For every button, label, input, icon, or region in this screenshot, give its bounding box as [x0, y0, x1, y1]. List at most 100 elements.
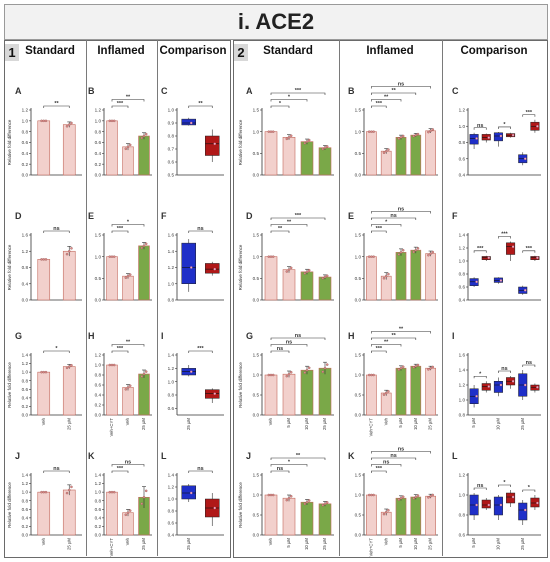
y-tick-label: 0.8 — [168, 298, 175, 303]
significance-label: ns — [286, 340, 292, 346]
data-point — [387, 509, 390, 512]
y-tick-label: 1.0 — [95, 363, 102, 368]
x-tick-label: 5 µM — [471, 418, 476, 428]
significance-label: * — [288, 95, 291, 101]
data-point — [401, 134, 405, 138]
y-tick-label: 1.2 — [459, 383, 466, 388]
data-point — [285, 374, 289, 378]
bar — [106, 256, 118, 301]
data-point — [110, 255, 114, 258]
data-point — [124, 513, 128, 517]
data-point — [367, 255, 371, 258]
bar — [300, 141, 314, 176]
significance-bracket — [371, 105, 387, 108]
significance-label: ns — [53, 466, 59, 472]
data-point — [431, 365, 435, 369]
data-point — [65, 252, 69, 256]
significance-bracket — [371, 344, 402, 347]
significance-bracket — [371, 224, 402, 227]
y-tick-label: 1.5 — [355, 473, 362, 478]
section-2-header-standard: Standard — [263, 45, 313, 57]
y-tick-label: 0.8 — [22, 129, 29, 134]
data-point — [267, 373, 271, 377]
y-tick-label: 0.6 — [168, 406, 175, 411]
data-point — [269, 373, 273, 377]
x-tick-label: 5 µM — [286, 538, 291, 548]
significance-bracket — [371, 457, 417, 460]
x-tick-label: 25 µM — [520, 418, 525, 430]
data-point — [321, 503, 325, 507]
data-point — [140, 246, 144, 250]
significance-label: *** — [477, 246, 484, 252]
significance-bracket — [188, 105, 213, 108]
significance-label: *** — [501, 232, 508, 238]
significance-label: ns — [295, 333, 301, 339]
data-point — [307, 499, 311, 502]
significance-label: * — [503, 480, 506, 486]
bar — [37, 491, 51, 536]
significance-label: *** — [117, 346, 124, 352]
y-tick-label: 1.2 — [95, 353, 102, 358]
bar — [37, 259, 51, 301]
data-point — [321, 277, 325, 280]
y-tick-label: 1.0 — [168, 497, 175, 502]
bar — [425, 495, 436, 536]
box — [481, 383, 491, 391]
data-point — [289, 266, 293, 270]
data-point — [431, 128, 435, 131]
y-tick-label: 0.5 — [355, 513, 362, 518]
y-tick-label: 0.8 — [95, 129, 102, 134]
significance-bracket — [270, 230, 290, 233]
data-point — [112, 490, 116, 494]
y-tick-label: 0.2 — [95, 162, 102, 167]
bar — [138, 135, 150, 176]
data-point — [487, 136, 490, 139]
data-point — [416, 132, 420, 136]
data-point — [397, 498, 401, 501]
data-point — [40, 258, 43, 261]
significance-bracket — [270, 457, 326, 460]
y-tick-label: 0.7 — [168, 147, 175, 152]
bar — [425, 367, 436, 416]
bar — [366, 374, 377, 416]
data-point — [128, 509, 132, 512]
y-tick-label: 0.5 — [355, 276, 362, 281]
y-tick-label: 0.8 — [22, 378, 29, 383]
data-point — [68, 249, 71, 253]
data-point — [271, 130, 275, 133]
significance-label: ** — [384, 340, 389, 346]
y-tick-label: 0.0 — [22, 533, 29, 538]
data-point — [269, 493, 273, 497]
significance-bracket — [498, 236, 511, 239]
bar — [282, 269, 296, 301]
data-point — [42, 258, 46, 261]
x-tick-label: 25 µM — [520, 538, 525, 550]
y-tick-label: 0.4 — [168, 533, 175, 538]
data-point — [475, 394, 478, 398]
data-point — [40, 370, 43, 374]
y-tick-label: 1.0 — [95, 254, 102, 259]
section-1-header-standard: Standard — [25, 45, 75, 57]
significance-bracket — [111, 464, 145, 467]
significance-bracket — [43, 105, 70, 108]
significance-label: *** — [295, 213, 302, 219]
bar — [425, 130, 436, 176]
data-point — [475, 280, 478, 284]
data-point — [399, 496, 403, 500]
significance-label: ** — [384, 95, 389, 101]
y-tick-label: 0.6 — [22, 507, 29, 512]
panel-letter: G — [15, 331, 22, 341]
y-tick-label: 0.8 — [95, 373, 102, 378]
bar — [62, 489, 76, 536]
data-point — [427, 368, 430, 371]
x-tick-label: 10 µM — [304, 418, 309, 430]
data-point — [189, 491, 193, 495]
y-tick-label: 0.4 — [459, 173, 466, 178]
panel-letter: E — [88, 211, 94, 221]
y-tick-label: 1.0 — [22, 370, 29, 375]
bar — [318, 276, 332, 301]
y-axis-label: Relative fold difference — [238, 362, 243, 408]
significance-label: * — [279, 101, 282, 107]
significance-bracket — [188, 470, 213, 473]
